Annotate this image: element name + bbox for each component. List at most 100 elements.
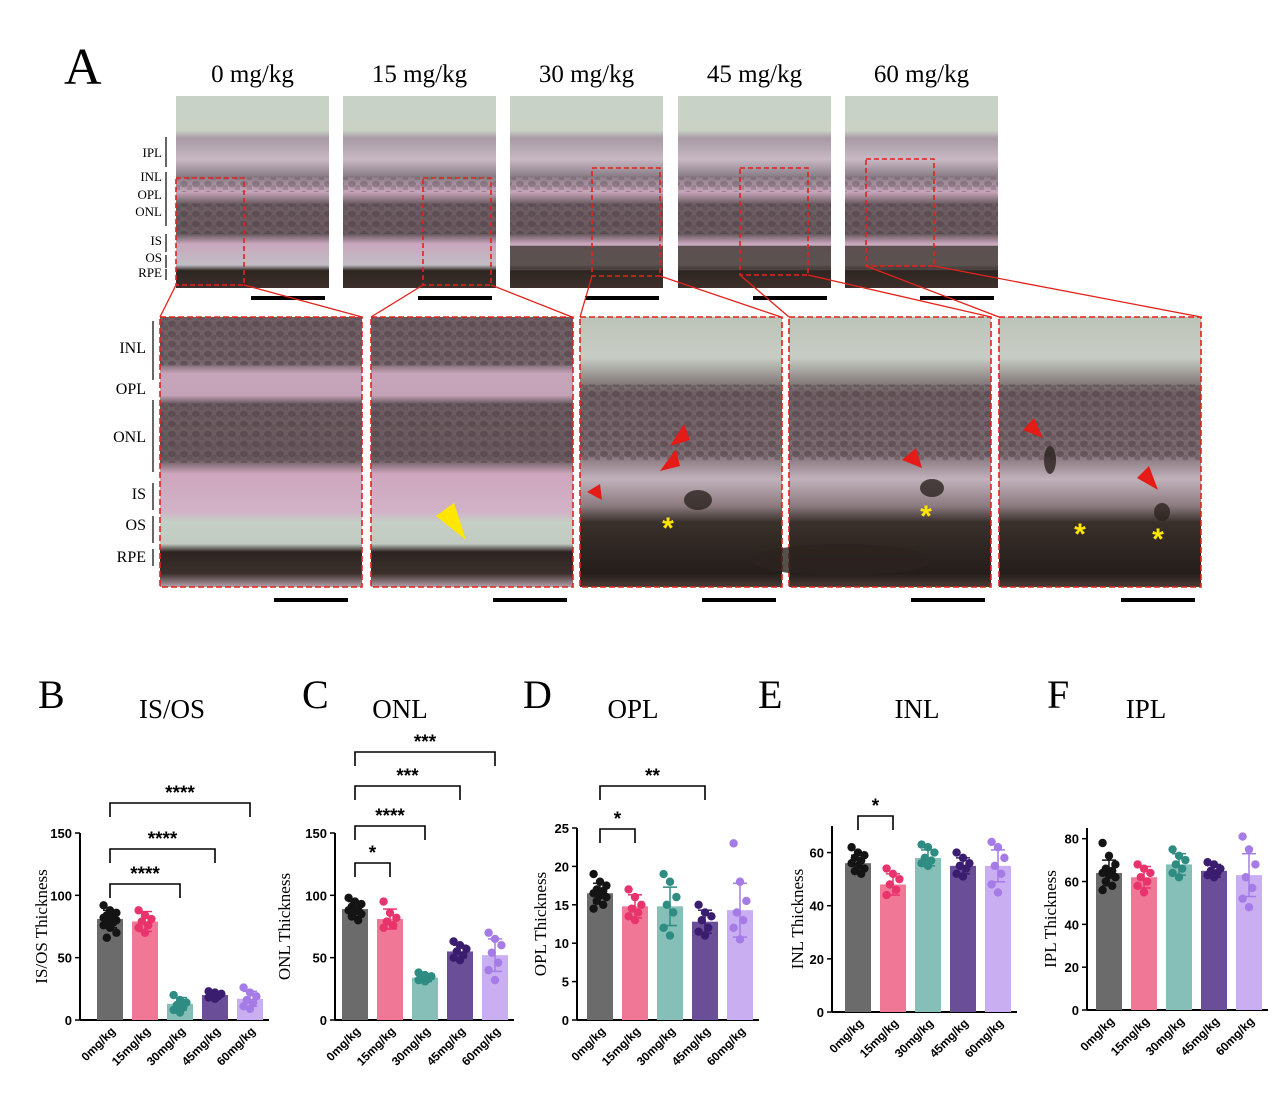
zoom-region-box — [175, 177, 245, 286]
data-point — [99, 901, 108, 910]
data-point — [392, 913, 401, 922]
significance-label: **** — [148, 829, 178, 850]
layer-label: RPE — [138, 265, 162, 280]
y-tick-label: 10 — [555, 936, 569, 951]
zoom-connector — [933, 265, 1202, 318]
data-point — [602, 892, 611, 902]
zoom-frame — [998, 316, 1202, 588]
y-tick-label: 150 — [50, 826, 72, 841]
scale-bar — [920, 296, 994, 300]
data-point — [697, 915, 706, 925]
bar — [880, 884, 906, 1012]
significance-bracket — [109, 848, 216, 863]
zoom-region-box — [739, 167, 809, 276]
panel-a-histology: A 0 mg/kg 15 mg/kg 30 mg/kg 45 mg/kg 60 mg/k… — [64, 39, 1202, 602]
data-point — [669, 908, 678, 917]
chart-title: INL — [895, 694, 940, 724]
data-point — [134, 923, 143, 932]
data-point — [958, 853, 968, 863]
data-point — [1168, 868, 1177, 878]
inl-nuclei — [371, 317, 573, 366]
data-point — [1098, 868, 1107, 878]
y-tick-label: 60 — [1065, 875, 1079, 890]
data-point — [1241, 873, 1251, 882]
data-point — [1111, 873, 1120, 882]
data-point — [1238, 832, 1247, 841]
chart-title: OPL — [607, 694, 658, 724]
y-tick-label: 0 — [817, 1005, 824, 1020]
zoom-connector — [865, 265, 1000, 318]
scale-bar — [753, 296, 827, 300]
y-axis-label: OPL Thickness — [531, 872, 550, 976]
dose-label: 15 mg/kg — [372, 61, 468, 88]
data-point — [1203, 858, 1212, 867]
significance-bracket — [354, 785, 461, 800]
y-tick-label: 20 — [810, 952, 824, 967]
data-point — [347, 912, 356, 921]
layer-label: INL — [140, 169, 162, 184]
nuclear-texture — [678, 203, 831, 235]
panel-letter: C — [302, 672, 329, 717]
x-tick-label: 60mg/kg — [962, 1016, 1006, 1060]
onl-nuclei — [371, 403, 573, 463]
data-point — [242, 995, 251, 1005]
y-tick-label: 20 — [1065, 960, 1079, 975]
bar — [1096, 872, 1122, 1010]
panel-letter: B — [38, 672, 65, 717]
data-point — [958, 872, 968, 881]
data-point — [487, 948, 496, 957]
asterisk-icon: * — [1152, 523, 1164, 556]
chart-title: IPL — [1126, 694, 1167, 724]
data-point — [1209, 873, 1219, 882]
data-point — [175, 1008, 185, 1017]
data-point — [888, 869, 898, 879]
panel-letter: E — [758, 672, 782, 717]
significance-bracket — [354, 862, 391, 877]
scale-bar — [1121, 598, 1195, 602]
data-point — [484, 928, 493, 937]
data-point — [589, 889, 598, 898]
data-point — [962, 864, 971, 873]
data-point — [449, 953, 458, 962]
significance-label: *** — [414, 732, 437, 753]
data-point — [659, 869, 668, 879]
layer-label: OPL — [116, 381, 146, 398]
inl-texture — [176, 176, 329, 192]
nuclear-texture — [510, 203, 663, 235]
data-point — [344, 906, 353, 915]
red-arrowhead-icon — [670, 424, 690, 446]
significance-label: ** — [645, 766, 660, 787]
data-point — [1174, 851, 1184, 861]
bar — [622, 906, 648, 1020]
data-point — [732, 908, 741, 917]
data-point — [624, 885, 633, 894]
data-point — [1146, 868, 1155, 878]
asterisk-icon: * — [1074, 518, 1086, 551]
yellow-arrowhead-icon — [436, 503, 466, 540]
zoom-region-box — [422, 177, 492, 286]
data-point — [382, 917, 391, 926]
bar — [377, 919, 403, 1020]
data-point — [239, 1002, 248, 1011]
data-point — [892, 885, 901, 894]
data-point — [592, 896, 601, 906]
inl-texture — [845, 176, 998, 192]
panel-letter: D — [523, 672, 552, 717]
data-point — [659, 923, 668, 933]
data-point — [923, 861, 933, 871]
x-tick-label: 60mg/kg — [214, 1024, 258, 1068]
data-point — [239, 983, 248, 992]
nuclear-texture — [845, 203, 998, 235]
bar — [950, 865, 976, 1012]
layer-label: OS — [145, 250, 162, 265]
data-point — [414, 975, 423, 985]
data-point — [885, 880, 894, 889]
bar — [587, 893, 613, 1020]
data-point — [379, 897, 388, 906]
zoom-frame — [159, 316, 363, 588]
red-arrowhead-icon — [902, 448, 922, 468]
zoom-connector — [370, 284, 424, 318]
data-point — [704, 923, 713, 933]
inl-texture — [678, 176, 831, 192]
